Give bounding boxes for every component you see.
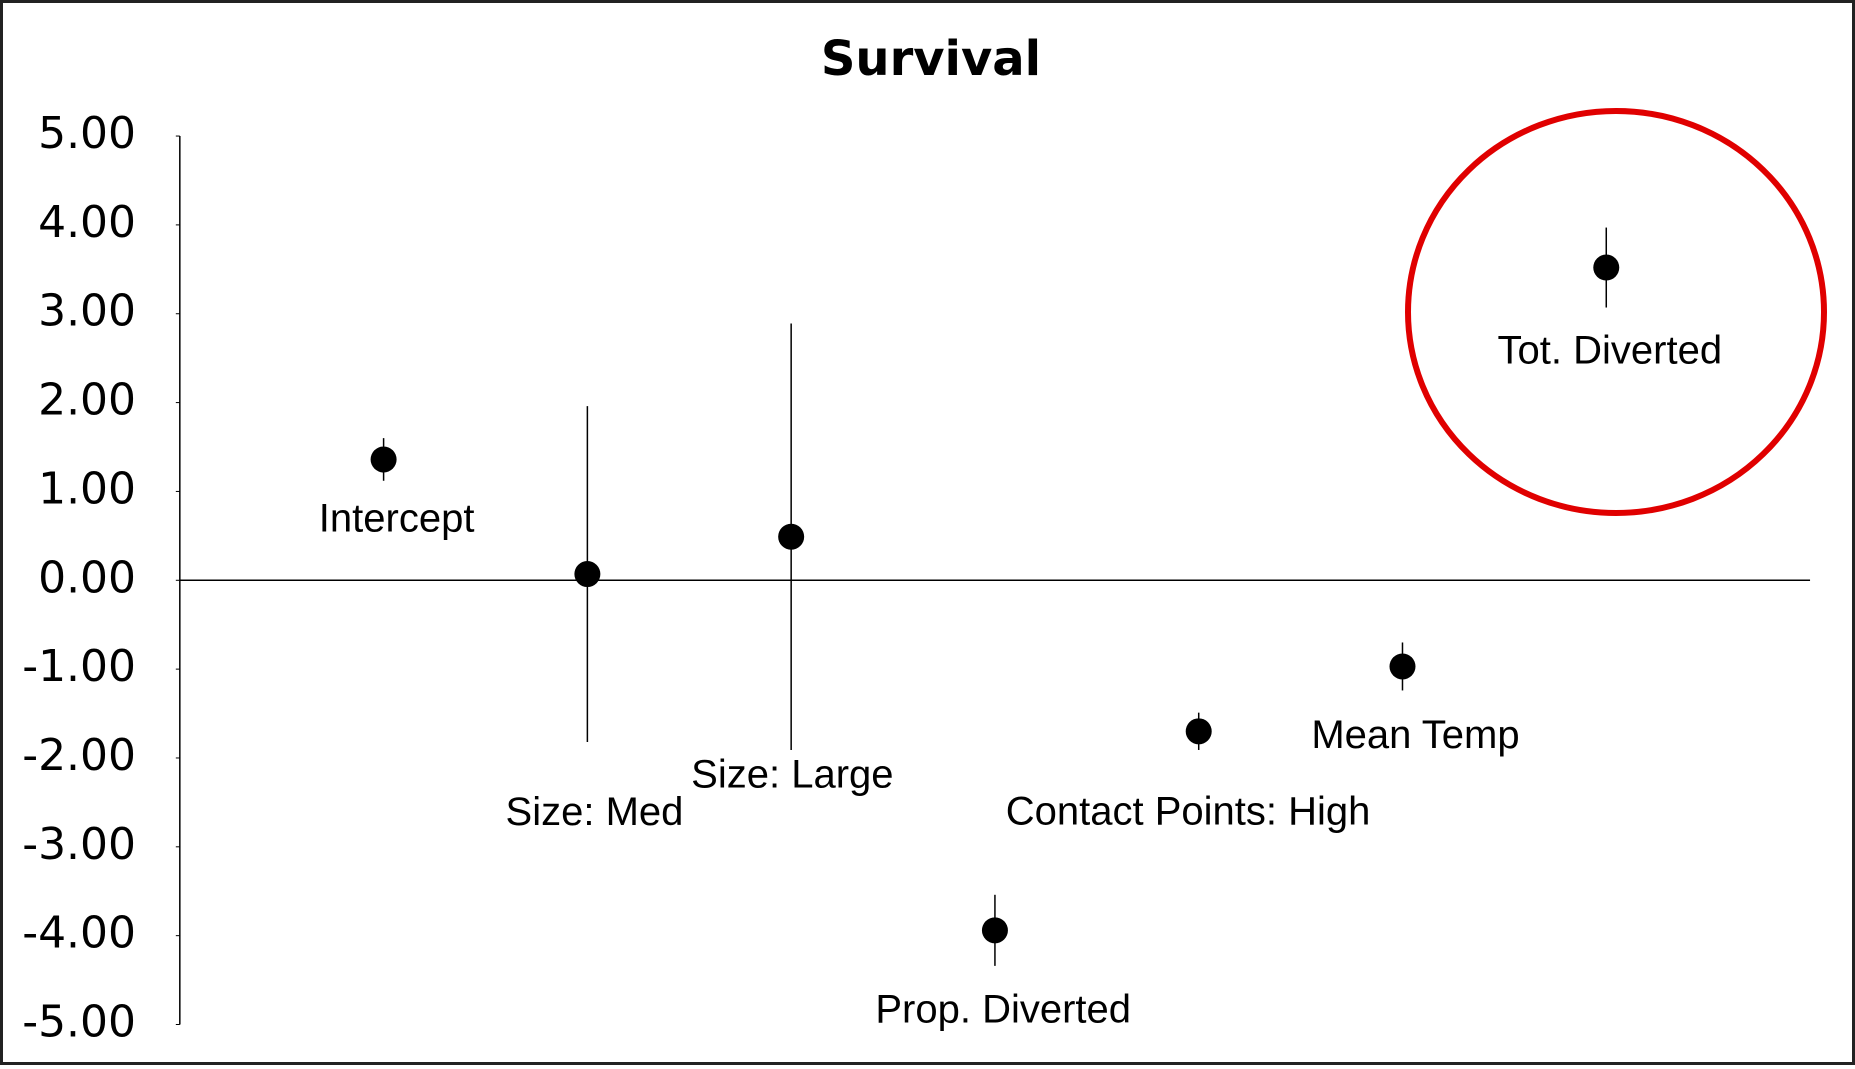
- y-tick-label: 2.00: [38, 375, 136, 426]
- point: [1593, 254, 1620, 281]
- point: [370, 446, 397, 473]
- point-label: Intercept: [319, 497, 475, 541]
- y-tick-label: 1.00: [38, 463, 136, 514]
- point: [1185, 718, 1212, 745]
- point: [574, 561, 601, 588]
- point: [981, 917, 1008, 944]
- point-label: Tot. Diverted: [1498, 328, 1723, 372]
- y-tick-label: 4.00: [38, 197, 136, 248]
- y-tick-label: -3.00: [22, 819, 136, 870]
- point-label: Prop. Diverted: [875, 988, 1131, 1032]
- y-tick-label: -2.00: [22, 730, 136, 781]
- highlight-circle: [1405, 108, 1827, 516]
- y-tick-label: 3.00: [38, 286, 136, 337]
- y-tick-label: 5.00: [38, 108, 136, 159]
- y-tick-label: 0.00: [38, 552, 136, 603]
- point-label: Contact Points: High: [1006, 790, 1371, 834]
- y-tick-label: -4.00: [22, 908, 136, 959]
- chart-title: Survival: [821, 31, 1041, 87]
- point-label: Size: Med: [506, 790, 684, 834]
- y-tick-label: -1.00: [22, 641, 136, 692]
- point: [778, 523, 805, 550]
- y-tick-label: -5.00: [22, 997, 136, 1048]
- point-label: Mean Temp: [1311, 713, 1519, 757]
- point-label: Size: Large: [691, 752, 893, 796]
- point: [1389, 653, 1416, 680]
